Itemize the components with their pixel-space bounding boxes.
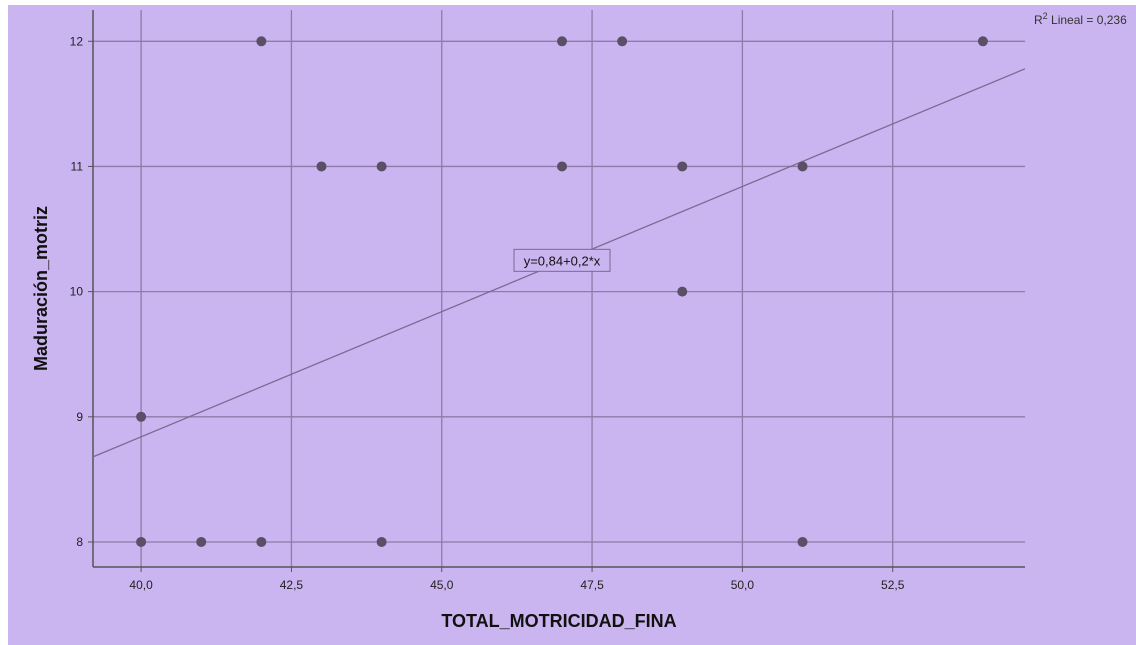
data-point xyxy=(256,36,267,47)
y-tick-label: 9 xyxy=(76,410,83,424)
chart-area xyxy=(8,5,1136,645)
axes: 40,0 42,5 45,0 47,5 50,0 52,5 8 9 10 11 12 xyxy=(70,10,1025,592)
data-point xyxy=(797,161,808,172)
r2-label: R2 Lineal = 0,236 xyxy=(1034,11,1127,27)
data-point xyxy=(316,161,327,172)
y-tick-label: 10 xyxy=(70,285,84,299)
data-point xyxy=(557,161,568,172)
data-points xyxy=(136,36,988,547)
data-point xyxy=(196,536,207,547)
data-point xyxy=(136,536,147,547)
x-tick-label: 50,0 xyxy=(731,578,755,592)
data-point xyxy=(617,36,628,47)
y-tick-label: 8 xyxy=(76,535,83,549)
x-tick-label: 45,0 xyxy=(430,578,454,592)
x-tick-label: 47,5 xyxy=(580,578,604,592)
data-point xyxy=(136,411,147,422)
data-point xyxy=(677,161,688,172)
y-tick-label: 12 xyxy=(70,34,84,48)
equation-label: y=0,84+0,2*x xyxy=(524,253,601,268)
x-tick-label: 40,0 xyxy=(129,578,153,592)
x-axis-title: TOTAL_MOTRICIDAD_FINA xyxy=(441,611,676,631)
x-tick-label: 52,5 xyxy=(881,578,905,592)
data-point xyxy=(677,286,688,297)
y-tick-label: 11 xyxy=(71,159,84,173)
labels: y=0,84+0,2*x R2 Lineal = 0,236 xyxy=(513,11,1127,272)
data-point xyxy=(557,36,568,47)
y-axis-title: Maduración_motriz xyxy=(31,206,51,371)
data-point xyxy=(376,536,387,547)
data-point xyxy=(256,536,267,547)
data-point xyxy=(376,161,387,172)
x-tick-label: 42,5 xyxy=(280,578,304,592)
data-point xyxy=(977,36,988,47)
equation-box xyxy=(513,248,611,272)
data-point xyxy=(797,536,808,547)
gridlines xyxy=(93,10,1025,567)
